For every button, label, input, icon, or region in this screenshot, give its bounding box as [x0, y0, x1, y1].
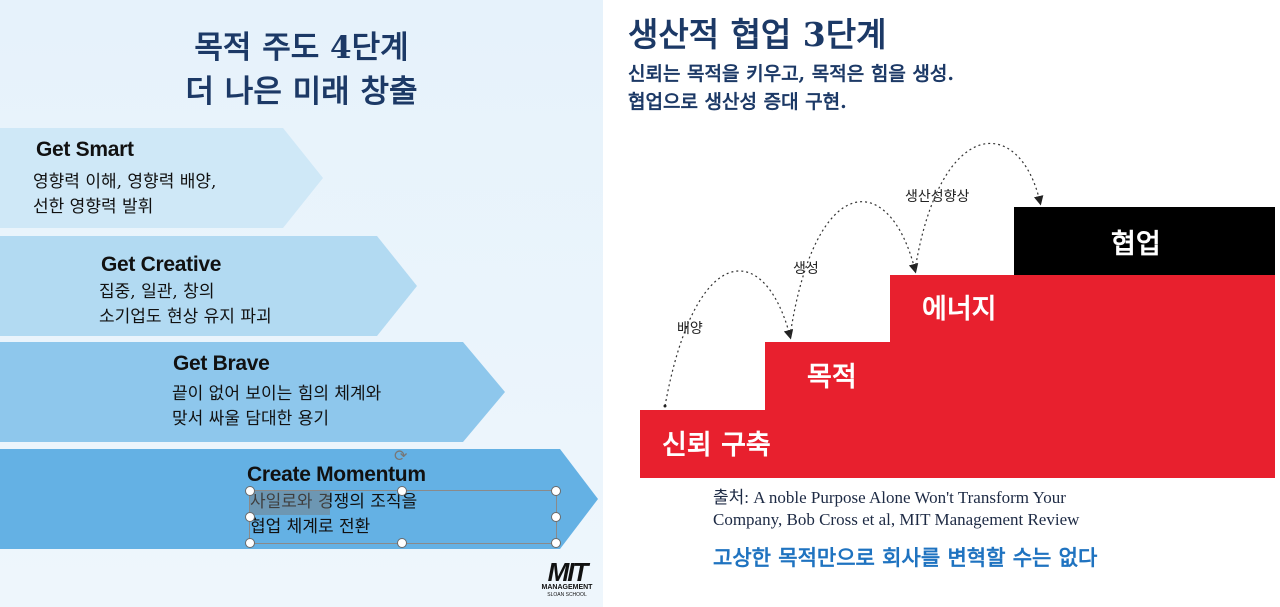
stair-label-energy: 에너지 [922, 294, 997, 325]
resize-handle[interactable] [397, 538, 407, 548]
text-selection-highlight [250, 491, 330, 515]
step-get-creative: Get Creative 집중, 일관, 창의 소기업도 현상 유지 파괴 [0, 236, 430, 336]
rotate-handle-icon[interactable]: ⟳ [394, 446, 408, 465]
source-line-1: 출처: A noble Purpose Alone Won't Transfor… [713, 488, 1066, 507]
resize-handle[interactable] [397, 486, 407, 496]
resize-handle[interactable] [551, 538, 561, 548]
step-get-brave: Get Brave 끝이 없어 보이는 힘의 체계와 맞서 싸울 담대한 용기 [0, 342, 510, 442]
step-body-line[interactable]: 협업 체계로 전환 [250, 517, 371, 537]
arc-label-create: 생성 [793, 261, 819, 277]
right-subtitle: 신뢰는 목적을 키우고, 목적은 힘을 생성. 협업으로 생산성 증대 구현. [628, 60, 954, 116]
resize-handle[interactable] [551, 486, 561, 496]
stair-label-trust: 신뢰 구축 [662, 430, 771, 461]
stair-label-collab: 협업 [1111, 229, 1161, 260]
step-body-line[interactable]: 사일로와 경쟁의 조직을 [250, 492, 418, 512]
arrow-shape [0, 342, 505, 442]
stair-red-fill [640, 275, 1275, 478]
source-citation: 출처: A noble Purpose Alone Won't Transfor… [713, 487, 1079, 531]
staircase-diagram [640, 142, 1275, 478]
logo-mark: MIT [547, 557, 589, 587]
subtitle-line-2: 협업으로 생산성 증대 구현. [628, 91, 847, 113]
tagline: 고상한 목적만으로 회사를 변혁할 수는 없다 [713, 546, 1098, 570]
left-title: 목적 주도 4단계 더 나은 미래 창출 [0, 26, 603, 114]
step-body: 집중, 일관, 창의 소기업도 현상 유지 파괴 [99, 280, 272, 330]
step-heading: Get Smart [36, 138, 134, 161]
step-body: 영향력 이해, 영향력 배양, 선한 영향력 발휘 [33, 170, 216, 220]
resize-handle[interactable] [551, 512, 561, 522]
step-heading: Create Momentum [247, 463, 426, 486]
step-body[interactable]: 사일로와 경쟁의 조직을 협업 체계로 전환 [250, 490, 417, 540]
step-body-line: 끝이 없어 보이는 힘의 체계와 [172, 384, 382, 404]
left-title-line-1: 목적 주도 4단계 [194, 30, 409, 66]
mit-sloan-logo: MIT MANAGEMENT SLOAN SCHOOL [537, 557, 597, 600]
arc-label-productivity: 생산성향상 [905, 189, 970, 205]
arrow-shape [0, 236, 417, 336]
arc-1 [664, 270, 794, 407]
resize-handle[interactable] [245, 486, 255, 496]
arrow-shape [0, 128, 323, 228]
arrow-shape [0, 449, 598, 549]
arc-3 [914, 142, 1044, 271]
left-title-line-2: 더 나은 미래 창출 [185, 74, 418, 110]
step-body-line: 선한 영향력 발휘 [33, 197, 154, 217]
step-create-momentum: Create Momentum 사일로와 경쟁의 조직을 협업 체계로 전환 [0, 449, 603, 549]
logo-line-2: SLOAN SCHOOL [547, 592, 587, 598]
arc-label-cultivate: 배양 [677, 321, 703, 337]
textbox-selection-frame[interactable] [249, 490, 557, 544]
subtitle-line-1: 신뢰는 목적을 키우고, 목적은 힘을 생성. [628, 63, 954, 85]
step-body-line: 소기업도 현상 유지 파괴 [99, 307, 272, 327]
step-body-line: 영향력 이해, 영향력 배양, [33, 172, 217, 192]
step-get-smart: Get Smart 영향력 이해, 영향력 배양, 선한 영향력 발휘 [0, 128, 330, 228]
step-body: 끝이 없어 보이는 힘의 체계와 맞서 싸울 담대한 용기 [172, 382, 381, 432]
stair-top-black [1014, 207, 1275, 275]
logo-line-1: MANAGEMENT [541, 584, 593, 591]
right-title: 생산적 협업 3단계 [628, 15, 887, 54]
left-panel: 목적 주도 4단계 더 나은 미래 창출 Get Smart 영향력 이해, 영… [0, 0, 603, 607]
resize-handle[interactable] [245, 538, 255, 548]
step-body-line: 집중, 일관, 창의 [99, 282, 215, 302]
step-body-line: 맞서 싸울 담대한 용기 [172, 409, 329, 429]
step-heading: Get Creative [101, 253, 222, 276]
step-heading: Get Brave [173, 352, 270, 375]
resize-handle[interactable] [245, 512, 255, 522]
source-line-2: Company, Bob Cross et al, MIT Management… [713, 510, 1080, 529]
stair-label-purpose: 목적 [807, 362, 857, 393]
